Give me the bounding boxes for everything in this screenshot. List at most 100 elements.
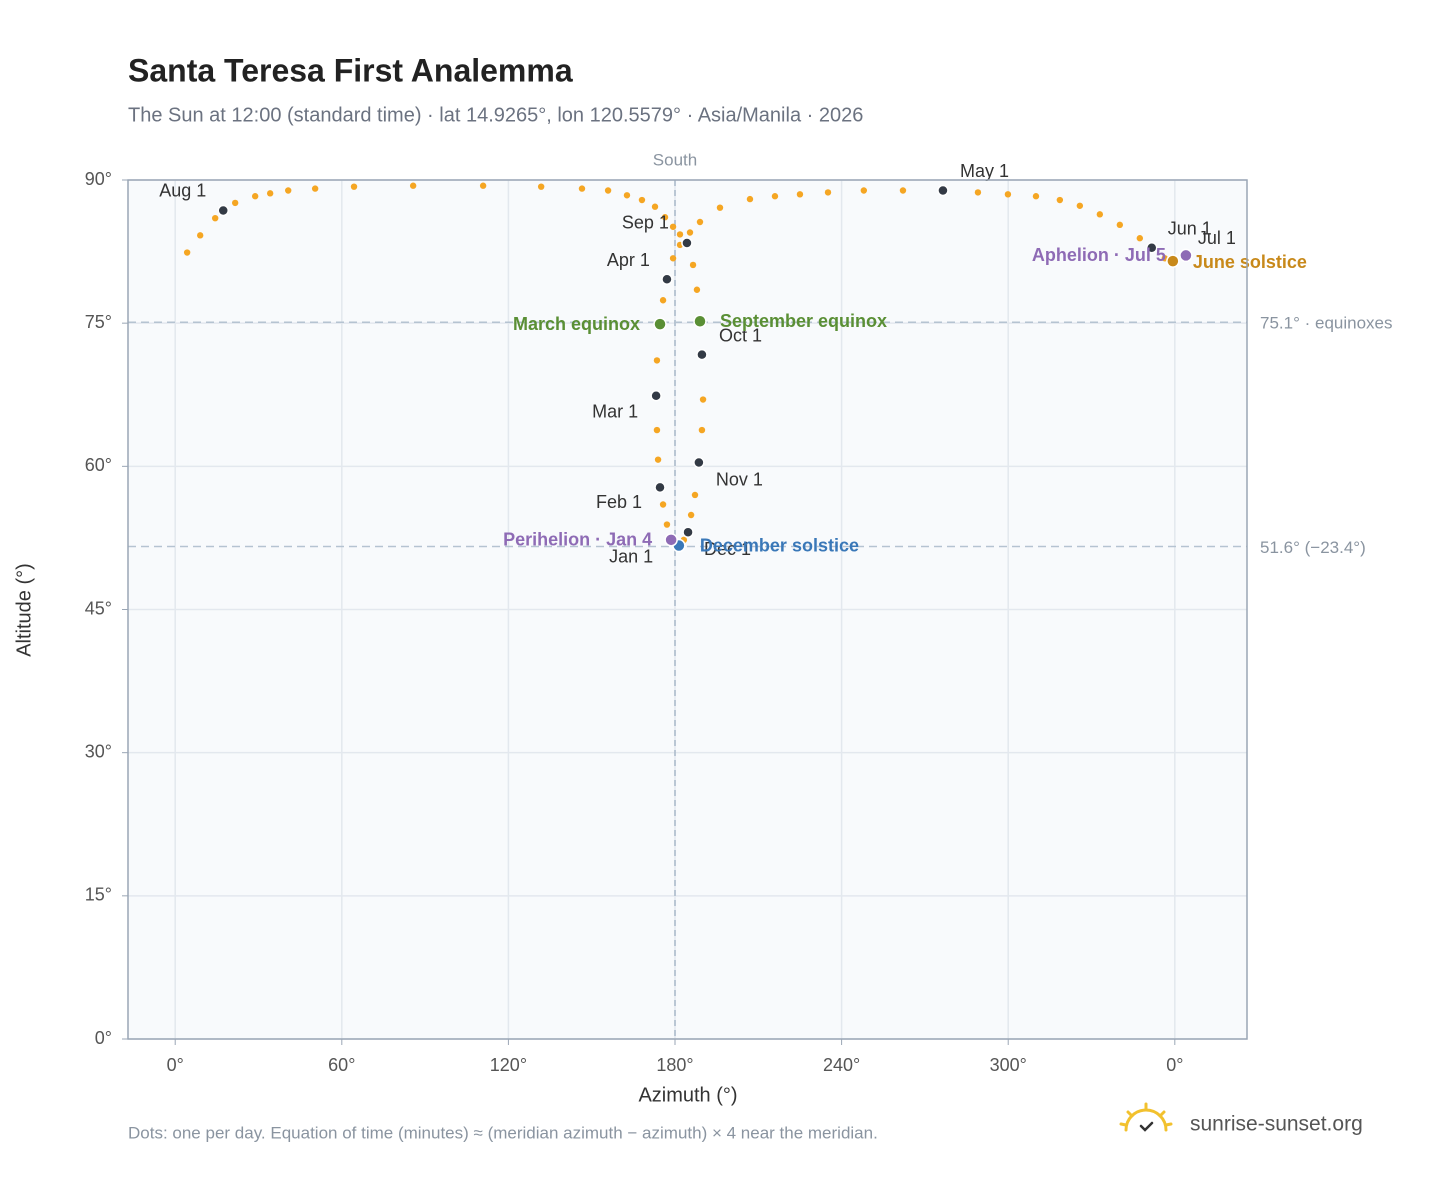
event-marker <box>1166 254 1180 268</box>
month-marker <box>681 237 693 249</box>
daily-dot <box>1096 211 1104 218</box>
daily-dot <box>686 229 694 236</box>
daily-dot <box>653 357 661 364</box>
daily-dot <box>669 223 677 230</box>
x-tick-label: 60° <box>328 1055 355 1075</box>
event-label: June solstice <box>1193 252 1307 272</box>
daily-dot <box>1116 221 1124 229</box>
daily-dot <box>654 456 662 463</box>
daily-dot <box>676 231 684 238</box>
footnote: Dots: one per day. Equation of time (min… <box>128 1123 878 1142</box>
y-axis-title: Altitude (°) <box>13 563 35 657</box>
daily-dot <box>604 187 612 194</box>
month-marker <box>661 273 673 286</box>
y-tick-label: 0° <box>95 1028 112 1048</box>
daily-dot <box>311 185 319 192</box>
month-label: Aug 1 <box>159 180 206 200</box>
reference-label: 75.1° · equinoxes <box>1260 314 1393 333</box>
daily-dot <box>285 187 292 194</box>
daily-dot <box>689 261 697 269</box>
month-marker <box>217 204 229 217</box>
daily-dot <box>651 203 659 210</box>
daily-dot <box>659 501 667 508</box>
month-marker <box>693 456 705 469</box>
event-marker <box>1179 248 1193 263</box>
y-tick-label: 90° <box>85 169 112 189</box>
daily-dot <box>409 182 417 189</box>
daily-dot <box>698 426 706 434</box>
month-label: Sep 1 <box>622 213 669 233</box>
daily-dot <box>824 189 832 196</box>
daily-dot <box>661 214 669 221</box>
event-marker <box>693 314 707 329</box>
daily-dot <box>638 196 646 204</box>
month-label: Mar 1 <box>592 401 638 421</box>
meridian-label: South <box>653 150 697 169</box>
daily-dot <box>899 187 907 194</box>
daily-dot <box>663 521 671 528</box>
daily-dot <box>1076 202 1084 209</box>
event-label: Aphelion · Jul 5 <box>1032 245 1166 265</box>
month-label: Feb 1 <box>596 492 642 512</box>
month-label: Nov 1 <box>716 469 763 489</box>
x-tick-label: 300° <box>990 1055 1027 1075</box>
y-tick-label: 60° <box>85 455 112 475</box>
daily-dot <box>691 491 699 499</box>
month-label: Jun 1 <box>1168 219 1212 239</box>
y-tick-label: 30° <box>85 741 112 761</box>
daily-dot <box>974 189 982 196</box>
event-label: December solstice <box>700 535 859 555</box>
daily-dot <box>699 396 707 403</box>
daily-dot <box>693 286 701 293</box>
event-label: March equinox <box>513 314 640 334</box>
daily-dot <box>623 192 631 199</box>
daily-dot <box>1136 235 1144 242</box>
month-marker <box>654 481 666 494</box>
daily-dot <box>860 187 868 194</box>
brand-logo <box>1119 1102 1173 1132</box>
daily-dot <box>211 214 219 222</box>
daily-dot <box>653 426 661 434</box>
daily-dot <box>196 232 204 239</box>
event-label: Perihelion · Jan 4 <box>503 530 652 550</box>
month-label: Jul 1 <box>1198 228 1236 248</box>
month-label: Oct 1 <box>719 325 762 345</box>
x-tick-label: 180° <box>656 1055 693 1075</box>
daily-dot <box>1004 191 1012 198</box>
daily-dot <box>659 297 667 304</box>
daily-dot <box>537 183 545 190</box>
brand-name: sunrise-sunset.org <box>1190 1113 1363 1136</box>
event-marker <box>653 317 667 331</box>
month-marker <box>937 184 949 197</box>
daily-dot <box>183 249 191 256</box>
event-label: September equinox <box>720 311 887 331</box>
x-tick-label: 120° <box>490 1055 527 1075</box>
daily-dot <box>251 193 259 200</box>
event-marker <box>664 533 678 547</box>
daily-dot <box>716 204 724 211</box>
daily-dot <box>1056 196 1064 204</box>
month-label: May 1 <box>960 161 1009 181</box>
daily-dot <box>771 193 779 200</box>
month-label: Jan 1 <box>609 546 653 566</box>
daily-dot <box>746 195 754 203</box>
x-tick-label: 0° <box>167 1055 184 1075</box>
x-tick-label: 0° <box>1166 1055 1183 1075</box>
month-marker <box>696 348 708 361</box>
daily-dot <box>266 190 274 197</box>
month-marker <box>682 526 694 538</box>
reference-label: 51.6° (−23.4°) <box>1260 538 1366 557</box>
daily-dot <box>578 185 586 192</box>
month-marker <box>650 389 662 402</box>
daily-dot <box>479 182 487 189</box>
y-tick-label: 75° <box>85 312 112 332</box>
daily-dot <box>669 255 677 262</box>
month-label: Dec 1 <box>704 539 751 559</box>
daily-dot <box>1032 193 1040 200</box>
daily-dot <box>350 183 358 190</box>
chart-title: Santa Teresa First Analemma <box>128 52 573 88</box>
x-axis-title: Azimuth (°) <box>638 1084 737 1106</box>
y-tick-label: 45° <box>85 598 112 618</box>
x-tick-label: 240° <box>823 1055 860 1075</box>
